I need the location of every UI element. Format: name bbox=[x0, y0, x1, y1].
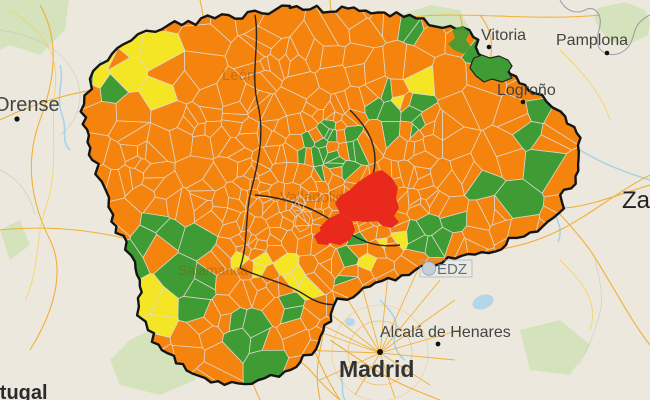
svg-text:Alcalá de Henares: Alcalá de Henares bbox=[380, 324, 511, 341]
svg-text:Pamplona: Pamplona bbox=[556, 32, 628, 49]
svg-text:Salamanca: Salamanca bbox=[178, 262, 248, 278]
svg-text:EDZ: EDZ bbox=[437, 261, 467, 278]
svg-text:Logroño: Logroño bbox=[497, 82, 556, 99]
svg-text:Vitoria: Vitoria bbox=[481, 27, 526, 44]
svg-text:Orense: Orense bbox=[0, 94, 60, 116]
svg-text:Madrid: Madrid bbox=[339, 356, 414, 382]
svg-text:Za: Za bbox=[622, 187, 650, 214]
svg-text:León: León bbox=[222, 67, 255, 84]
svg-text:Valladolid: Valladolid bbox=[280, 189, 344, 206]
svg-text:rtugal: rtugal bbox=[0, 382, 48, 400]
